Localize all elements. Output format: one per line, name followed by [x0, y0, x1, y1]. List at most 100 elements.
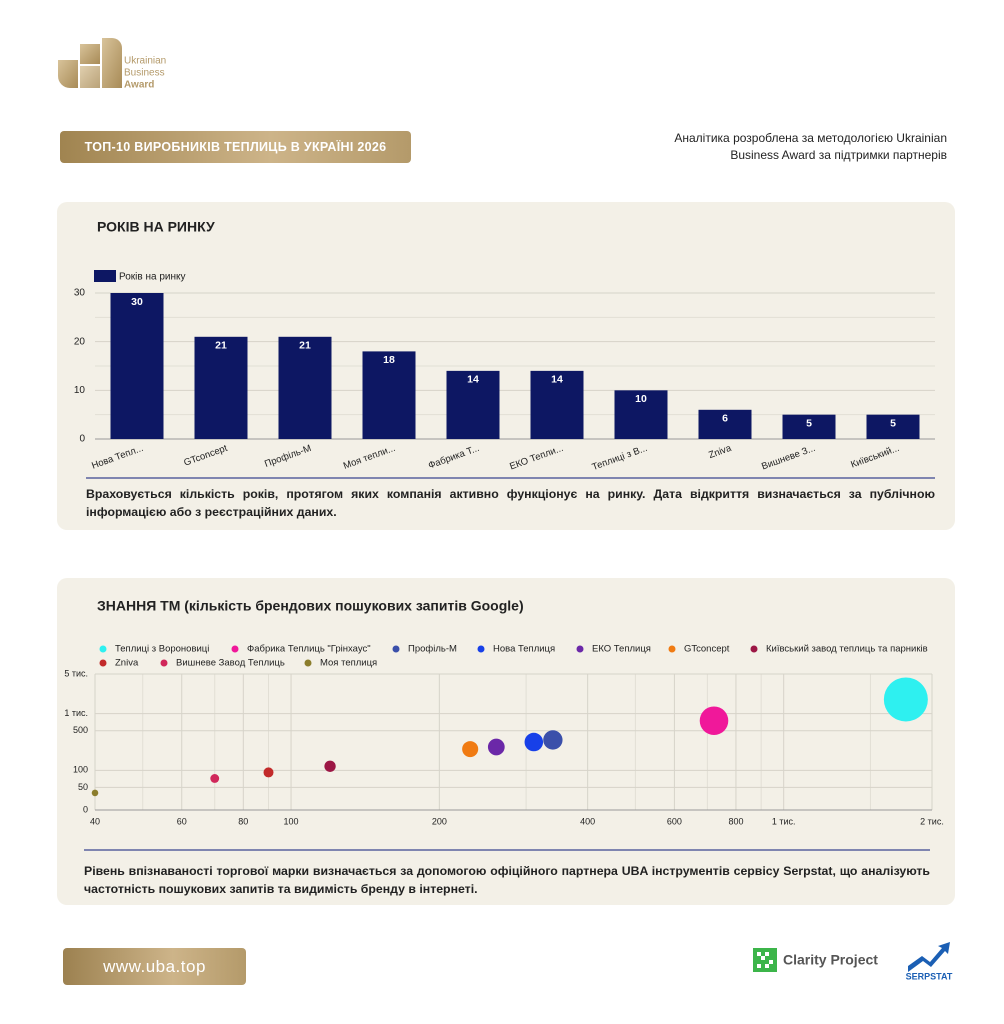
bar — [446, 370, 500, 439]
bar-label: 5 — [806, 417, 812, 429]
bubble — [263, 767, 274, 778]
clarity-icon — [753, 948, 777, 972]
x-tick-label: 400 — [580, 816, 595, 826]
legend-swatch — [477, 645, 485, 653]
bar — [698, 409, 752, 439]
bubble — [91, 789, 99, 797]
chart-title: РОКІВ НА РИНКУ — [97, 219, 215, 235]
legend-swatch — [160, 659, 168, 667]
bar — [110, 293, 164, 439]
bar-label: 21 — [299, 340, 311, 352]
legend-label: Нова Теплиця — [493, 644, 555, 655]
legend-swatch — [668, 645, 676, 653]
bar — [362, 351, 416, 439]
x-tick-label: 100 — [284, 816, 299, 826]
legend-label: ЕКО Теплиця — [592, 644, 651, 655]
y-tick-label: 30 — [74, 288, 86, 299]
y-tick-label: 50 — [78, 782, 88, 792]
legend-label: Вишневе Завод Теплиць — [176, 658, 285, 669]
bar — [194, 336, 248, 439]
bar — [782, 414, 836, 439]
bubble — [883, 677, 928, 722]
logo-text: Award — [124, 80, 154, 91]
legend-swatch — [94, 270, 116, 282]
header-note: Аналітика розроблена за методологією Ukr… — [674, 130, 947, 164]
y-tick-label: 0 — [83, 804, 88, 814]
legend-swatch — [576, 645, 584, 653]
bubble — [324, 760, 336, 772]
bar-label: 18 — [383, 354, 395, 366]
bar-label: 21 — [215, 340, 227, 352]
x-tick-label: Нова Тепл... — [90, 443, 145, 472]
x-tick-label: 1 тис. — [772, 816, 796, 826]
bar — [278, 336, 332, 439]
title-badge: ТОП-10 ВИРОБНИКІВ ТЕПЛИЦЬ В УКРАЇНІ 2026 — [60, 131, 411, 163]
x-tick-label: 40 — [90, 816, 100, 826]
header-note-line: Аналітика розроблена за методологією Ukr… — [674, 131, 947, 145]
x-tick-label: Профіль-М — [263, 443, 313, 470]
legend-swatch — [99, 645, 107, 653]
bubble — [462, 741, 479, 758]
bar-label: 6 — [722, 413, 728, 425]
legend-swatch — [304, 659, 312, 667]
bubble — [487, 738, 505, 756]
bubble — [699, 706, 729, 736]
bubble — [524, 732, 544, 752]
legend-label: GTconcept — [684, 644, 730, 655]
x-tick-label: 2 тис. — [920, 816, 944, 826]
legend-swatch — [99, 659, 107, 667]
legend-swatch — [231, 645, 239, 653]
bubble — [210, 774, 220, 783]
bar-label: 30 — [131, 296, 143, 308]
chart-years: РОКІВ НА РИНКУ 0 10 20 30 Років на ринку 30 21… — [74, 219, 935, 479]
logo-text: Business — [124, 68, 165, 79]
chart-note: Рівень впізнаваності торгової марки визн… — [84, 864, 930, 896]
x-tick-label: Фабрика Т... — [427, 443, 481, 472]
x-tick-label: Вишневе З... — [760, 443, 817, 473]
y-tick-label: 5 тис. — [64, 668, 88, 678]
x-tick-label: Теплиці з В... — [591, 443, 649, 473]
partner-name: Clarity Project — [783, 952, 878, 968]
partner-name: SERPSTAT — [906, 971, 953, 981]
x-tick-label: Zniva — [707, 443, 733, 462]
legend-label: Профіль-М — [408, 644, 457, 655]
y-tick-label: 10 — [74, 385, 86, 396]
serpstat-icon — [908, 942, 950, 972]
chart-note: Враховується кількість років, протягом я… — [86, 487, 935, 519]
legend-swatch — [750, 645, 758, 653]
x-tick-label: Київський... — [849, 443, 901, 471]
logo-text: Ukrainian — [124, 56, 166, 67]
legend-label: Моя теплиця — [320, 658, 377, 669]
legend-label: Років на ринку — [119, 272, 186, 283]
chart-title: ЗНАННЯ ТМ (кількість брендових пошукових… — [97, 598, 524, 614]
legend-label: Теплиці з Вороновиці — [115, 644, 209, 655]
x-tick-label: ЕКО Тепли... — [508, 443, 565, 473]
y-tick-label: 500 — [73, 725, 88, 735]
header-note-line: Business Award за підтримки партнерів — [730, 148, 947, 162]
bar — [530, 370, 584, 439]
y-tick-label: 0 — [79, 434, 85, 445]
x-tick-label: 80 — [238, 816, 248, 826]
site-link[interactable]: www.uba.top — [63, 948, 246, 985]
x-tick-label: 600 — [667, 816, 682, 826]
bar-label: 14 — [467, 374, 479, 386]
legend-label: Zniva — [115, 658, 139, 669]
legend-label: Київський завод теплиць та парників — [766, 644, 928, 655]
x-tick-label: 800 — [728, 816, 743, 826]
x-tick-label: GTconcept — [182, 443, 229, 469]
x-tick-label: Моя тепли... — [342, 443, 397, 472]
bar-label: 10 — [635, 393, 647, 405]
y-tick-label: 20 — [74, 336, 86, 347]
bar-label: 5 — [890, 417, 896, 429]
x-tick-label: 200 — [432, 816, 447, 826]
bar-label: 14 — [551, 374, 563, 386]
legend-label: Фабрика Теплиць "Грінхаус" — [247, 644, 371, 655]
y-tick-label: 100 — [73, 765, 88, 775]
bubble — [543, 730, 563, 750]
bar — [866, 414, 920, 439]
bar — [614, 390, 668, 439]
y-tick-label: 1 тис. — [64, 708, 88, 718]
x-tick-label: 60 — [177, 816, 187, 826]
